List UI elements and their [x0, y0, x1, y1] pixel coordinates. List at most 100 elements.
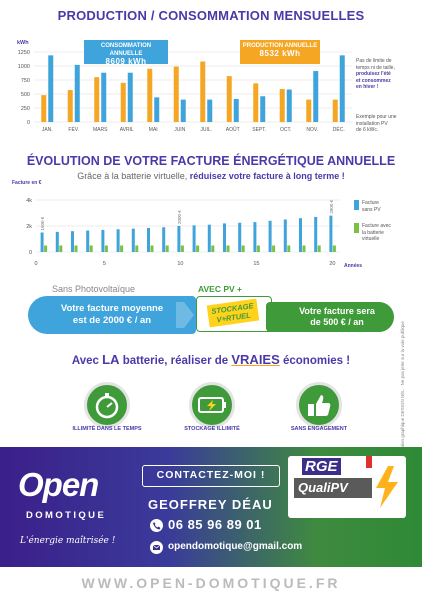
website-url[interactable]: WWW.OPEN-DOMOTIQUE.FR [81, 575, 341, 591]
slogan-vraies: VRAIES [231, 352, 280, 367]
month-tick-label: JAN. [42, 127, 53, 133]
x-tick-label: 20 [329, 261, 335, 267]
bill-evolution-title: ÉVOLUTION DE VOTRE FACTURE ÉNERGÉTIQUE A… [26, 154, 396, 168]
production-bar [332, 99, 338, 122]
monthly-chart-ticks: 0 250 500 750 1000 1250 JAN. FÉV. MARS AVRIL MAI JU… [18, 50, 345, 133]
bill-legend-line: Facture [362, 200, 379, 206]
bill-legend-line: Facture avec [362, 223, 391, 229]
bill-avec-batterie-bar [74, 245, 78, 252]
side-note-bold: et consommez [356, 77, 391, 84]
y-tick-label: 1250 [18, 50, 30, 56]
feature-label: SANS ENGAGEMENT [290, 426, 348, 432]
month-tick-label: AOÛT [226, 126, 240, 133]
consumption-bar [260, 96, 266, 122]
consumption-bar [180, 99, 186, 122]
bill-sans-pv-bar [162, 227, 166, 252]
lightning-icon [376, 466, 398, 508]
y-tick-label: 1000 [18, 64, 30, 70]
consumption-bar [127, 72, 133, 122]
contact-phone[interactable]: 06 85 96 89 01 [168, 517, 262, 532]
bill-legend-line: la batterie [362, 229, 384, 236]
production-bar [94, 77, 100, 122]
feature-label: STOCKAGE ILLIMITÉ [184, 426, 240, 432]
bill-sans-pv-bar [329, 215, 333, 252]
consumption-bar [233, 99, 239, 122]
side-note-bold: produisez l'été [356, 71, 391, 77]
bill-avec-batterie-bar [150, 245, 154, 252]
bill-sans-pv-bar [40, 232, 44, 252]
bill-sans-pv-bar [71, 231, 74, 252]
bill-sans-pv-bar [177, 226, 181, 252]
avec-pv-line: de 500 € / an [310, 317, 364, 327]
legend-consumption-label: CONSOMMATION ANNUELLE [100, 43, 152, 57]
example-note-line: installation PV [356, 120, 388, 127]
consumption-bar [74, 64, 80, 122]
consumption-bar [154, 97, 160, 122]
sans-pv-pill: Votre facture moyenne est de 2000 € / an [28, 296, 196, 334]
bill-sans-pv-bar [253, 222, 257, 252]
logo-open: Open [18, 466, 99, 503]
y-tick-label: 0 [27, 120, 30, 126]
y-tick-label: 250 [21, 106, 30, 112]
logo-tagline: L'énergie maîtrisée ! [20, 536, 116, 546]
bill-chart-xlabel: Années [344, 263, 362, 269]
month-tick-label: AVRIL [120, 127, 134, 133]
bill-sans-pv-bar [147, 227, 150, 252]
bill-sans-pv-bar [116, 229, 120, 252]
bill-sans-pv-bar [223, 223, 226, 252]
bill-sans-pv-bar [238, 222, 242, 252]
side-note-line: Pas de limite de [356, 58, 392, 64]
slogan-la: LA [102, 352, 120, 367]
bill-avec-batterie-bar [59, 245, 63, 252]
month-tick-label: MARS [93, 127, 108, 133]
sans-pv-line: Votre facture moyenne [60, 303, 164, 314]
contact-button[interactable]: CONTACTEZ-MOI ! [142, 465, 280, 487]
month-tick-label: SEPT. [252, 127, 266, 133]
rge-accent [366, 456, 372, 468]
example-note-line: de 6 kWc. [356, 127, 379, 133]
consumption-bar [48, 55, 54, 122]
bill-sans-pv-bar [268, 220, 272, 252]
bill-avec-batterie-bar [135, 245, 139, 252]
month-tick-label: MAI [149, 127, 158, 133]
production-bar [200, 61, 206, 122]
bill-sans-pv-bar [101, 229, 105, 252]
monthly-chart-bars [41, 55, 345, 122]
bill-sans-pv-bar [55, 231, 59, 252]
phone-icon [150, 519, 163, 532]
monthly-title: PRODUCTION / CONSOMMATION MENSUELLES [57, 8, 365, 23]
bill-legend-line: virtuelle [362, 236, 380, 242]
y-tick-label: 750 [21, 78, 30, 84]
bill-legend-sans: Facture sans PV [354, 200, 412, 213]
subtitle-bold: réduisez votre facture à long terme ! [189, 171, 345, 181]
battery-icon [189, 382, 235, 428]
x-tick-label: 5 [103, 261, 106, 267]
side-note-line: temps ni de taille, [356, 64, 395, 71]
x-tick-label: 15 [253, 261, 259, 267]
production-bar [306, 99, 312, 122]
bill-sans-pv-bar [86, 230, 90, 252]
bill-evolution-subtitle: Grâce à la batterie virtuelle, réduisez … [0, 171, 422, 181]
production-bar [279, 88, 285, 122]
production-bar [173, 66, 179, 122]
bill-chart-grid [36, 199, 340, 253]
slogan-text: batterie, réaliser de [119, 355, 232, 367]
x-tick-label: 10 [177, 261, 183, 267]
x-tick-label: 0 [34, 261, 37, 267]
month-tick-label: NOV. [306, 127, 318, 133]
bill-avec-batterie-bar [211, 245, 215, 252]
bill-chart-bars [40, 215, 336, 252]
bill-avec-batterie-bar [302, 245, 306, 252]
bill-sans-pv-bar [283, 219, 287, 252]
bill-avec-batterie-bar [180, 245, 184, 252]
production-bar [226, 76, 232, 122]
slogan: Avec LA batterie, réaliser de VRAIES éco… [0, 352, 422, 367]
thumbs-up-icon [296, 382, 342, 428]
month-tick-label: JUIL. [200, 127, 212, 133]
bill-avec-batterie-bar [44, 245, 48, 252]
legend-production-label: PRODUCTION ANNUELLE [242, 43, 318, 49]
consumption-bar [313, 71, 319, 122]
contact-email[interactable]: opendomotique@gmail.com [168, 541, 303, 552]
legend-production: PRODUCTION ANNUELLE 8532 kWh [240, 40, 320, 64]
side-note-bold: en hiver ! [356, 84, 379, 90]
